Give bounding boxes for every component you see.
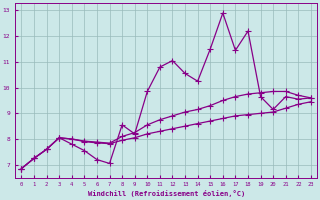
X-axis label: Windchill (Refroidissement éolien,°C): Windchill (Refroidissement éolien,°C) [88,190,245,197]
